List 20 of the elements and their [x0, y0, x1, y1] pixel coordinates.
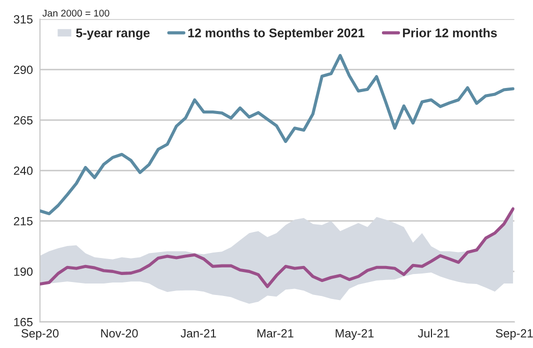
y-tick-label: 265 [14, 116, 33, 124]
x-tick-label: Sep-21 [496, 329, 533, 340]
x-tick-label: Sep-20 [21, 329, 59, 340]
text: Jan 2000 = 100 [42, 10, 110, 17]
y-tick-label: 190 [14, 267, 33, 276]
legend-label: 5-year range [76, 28, 150, 40]
legend-label: 12 months to September 2021 [188, 28, 364, 40]
legend-label: Prior 12 months [403, 28, 497, 38]
x-tick-label: Jan-21 [180, 329, 216, 338]
y-tick-label: 240 [14, 166, 33, 175]
line-series [40, 207, 514, 288]
y-tick-label: 165 [14, 318, 33, 326]
x-tick-label: Mar-21 [257, 329, 294, 338]
y-tick-label: 215 [14, 217, 33, 226]
x-tick-label: Nov-20 [101, 329, 138, 338]
x-tick-label: May-21 [336, 329, 374, 340]
line-series [40, 54, 514, 216]
y-tick-label: 290 [14, 66, 33, 74]
x-tick-label: Jul-21 [418, 328, 450, 338]
y-tick-label: 315 [14, 15, 33, 24]
